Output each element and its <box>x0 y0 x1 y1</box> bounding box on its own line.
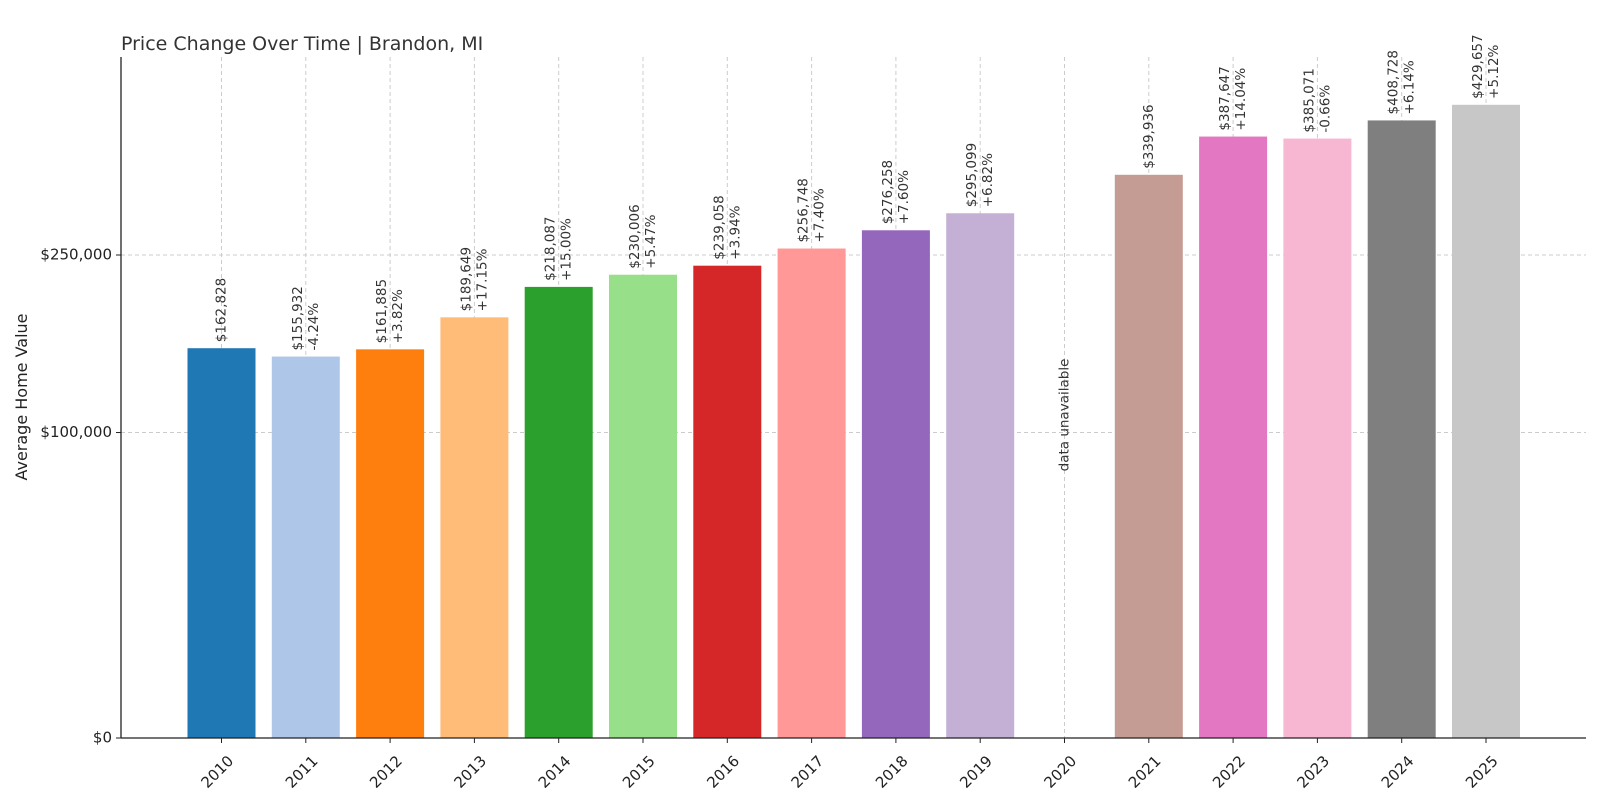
bar-2014 <box>524 286 593 738</box>
bar-2016 <box>693 265 762 738</box>
y-ticks: $0 $100,000 $250,000 <box>40 246 121 747</box>
bar-2023 <box>1283 138 1352 738</box>
bar-2017 <box>777 248 846 738</box>
x-tick-label: 2018 <box>872 752 912 792</box>
axes <box>120 57 1586 739</box>
bar-2015 <box>609 274 677 738</box>
x-tick-label: 2020 <box>1041 752 1081 792</box>
x-tick-label: 2011 <box>282 752 322 792</box>
y-tick-label: $100,000 <box>40 423 112 441</box>
chart-title: Price Change Over Time | Brandon, MI <box>121 33 483 55</box>
bar-value-label: $276,258 <box>880 160 896 224</box>
bar-2013 <box>440 317 509 738</box>
x-tick-label: 2015 <box>619 752 659 792</box>
bar-2021 <box>1114 174 1183 738</box>
bar-2019 <box>946 213 1015 739</box>
bar-value-label: $339,936 <box>1141 104 1157 168</box>
bar-2011 <box>271 356 340 738</box>
bar-value-label: $218,087 <box>543 216 559 280</box>
x-tick-label: 2019 <box>956 752 996 792</box>
x-tick-label: 2013 <box>450 752 490 792</box>
y-tick-label: $0 <box>93 729 112 747</box>
bar-value-label: $230,006 <box>627 204 643 268</box>
bar-change-label: +3.82% <box>390 289 406 343</box>
bars <box>187 104 1520 739</box>
bar-change-label: +15.00% <box>559 218 575 281</box>
bar-change-label: +3.94% <box>727 205 743 259</box>
x-tick-label: 2014 <box>535 752 575 792</box>
bar-change-label: +5.47% <box>643 214 659 268</box>
grid-lines <box>121 57 1586 738</box>
bar-value-label: $189,649 <box>458 247 474 311</box>
x-tick-label: 2016 <box>703 752 743 792</box>
x-tick-label: 2023 <box>1293 752 1333 792</box>
bar-value-label: $385,071 <box>1301 68 1317 132</box>
bar-value-label: $155,932 <box>290 286 306 350</box>
bar-value-label: $256,748 <box>796 178 812 242</box>
bar-value-label: $239,058 <box>711 195 727 259</box>
bar-2010 <box>187 348 256 738</box>
y-tick-label: $250,000 <box>40 246 112 264</box>
bar-2022 <box>1199 136 1268 739</box>
x-tick-label: 2021 <box>1125 752 1165 792</box>
x-tick-label: 2012 <box>366 752 406 792</box>
bar-value-label: $429,657 <box>1470 34 1486 98</box>
bar-2012 <box>356 349 425 738</box>
bar-2018 <box>861 230 930 738</box>
x-tick-label: 2024 <box>1378 752 1418 792</box>
x-tick-label: 2010 <box>198 752 238 792</box>
x-ticks: 2010 2011 2012 2013 2014 2015 2016 2017 2018 2019… <box>198 738 1502 792</box>
bar-change-label: +6.14% <box>1402 60 1418 114</box>
bar-change-label: +6.82% <box>980 153 996 207</box>
y-axis-label: Average Home Value <box>12 313 31 480</box>
bar-change-label: +7.60% <box>896 170 912 224</box>
x-tick-label: 2017 <box>788 752 828 792</box>
bar-change-label: +17.15% <box>474 248 490 311</box>
bar-change-label: +7.40% <box>812 188 828 242</box>
bar-value-label: $387,647 <box>1217 66 1233 130</box>
bar-2025 <box>1452 104 1520 738</box>
bar-change-label: +14.04% <box>1233 68 1249 131</box>
bar-labels: $162,828 $155,932 -4.24% $161,885 +3.82% $189… <box>214 34 1503 471</box>
bar-change-label: -4.24% <box>306 303 322 351</box>
missing-data-label: data unavailable <box>1057 359 1073 472</box>
bar-change-label: +5.12% <box>1486 44 1502 98</box>
bar-value-label: $295,099 <box>964 143 980 207</box>
bar-value-label: $161,885 <box>374 279 390 343</box>
bar-value-label: $162,828 <box>214 278 230 342</box>
bar-2024 <box>1367 120 1436 738</box>
x-tick-label: 2022 <box>1209 752 1249 792</box>
x-tick-label: 2025 <box>1462 752 1502 792</box>
bar-value-label: $408,728 <box>1386 50 1402 114</box>
bar-change-label: -0.66% <box>1317 85 1333 133</box>
